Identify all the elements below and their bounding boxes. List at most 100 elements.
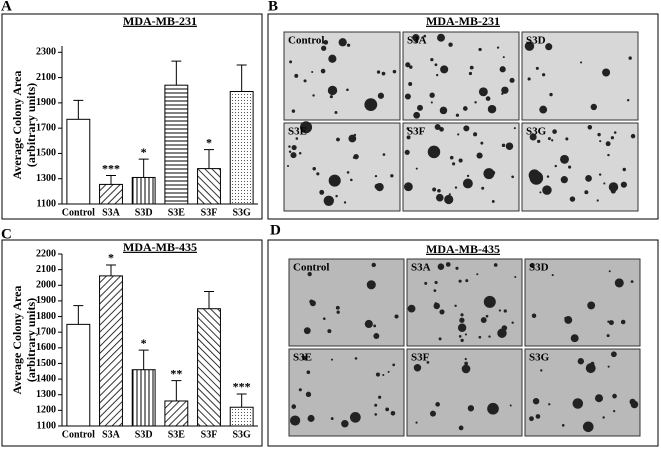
colony	[439, 309, 445, 315]
y-axis-label: Average Colony Area	[10, 286, 24, 395]
colony	[458, 425, 464, 431]
y-axis-label: (arbitrary units)	[24, 83, 38, 167]
y-tick-label: 2100	[36, 72, 56, 83]
colony	[542, 73, 546, 77]
colony	[405, 62, 411, 68]
colony	[354, 357, 358, 360]
colony	[364, 98, 378, 112]
colony	[481, 186, 485, 190]
colony	[435, 402, 440, 407]
colony	[620, 181, 627, 188]
colony	[306, 370, 311, 375]
colony	[436, 73, 439, 77]
colony	[564, 316, 573, 324]
colony	[474, 101, 477, 104]
colony	[323, 40, 329, 45]
micrograph	[521, 31, 639, 121]
colony	[551, 139, 554, 142]
panel-letter: D	[270, 222, 281, 238]
panel-frame	[1, 239, 263, 447]
colony	[341, 419, 349, 428]
colony	[628, 56, 632, 60]
image-label: S3G	[529, 352, 550, 364]
colony	[460, 313, 464, 317]
colony	[423, 34, 427, 38]
colony	[295, 137, 299, 140]
colony	[390, 410, 396, 416]
colony	[298, 388, 302, 392]
colony	[467, 405, 475, 412]
image-title: MDA-MB-435	[426, 242, 500, 256]
bar	[131, 369, 156, 427]
colony	[458, 158, 463, 163]
colony	[527, 77, 531, 81]
bar	[197, 168, 221, 205]
colony	[309, 299, 314, 304]
panel-letter: A	[1, 0, 12, 14]
error-bar	[138, 349, 149, 370]
colony	[289, 60, 293, 64]
colony	[483, 295, 496, 308]
colony	[287, 164, 290, 167]
colony	[350, 178, 353, 182]
colony	[290, 152, 297, 159]
bar	[66, 118, 91, 205]
colony	[353, 153, 359, 160]
colony	[330, 358, 334, 361]
colony	[392, 363, 396, 367]
colony	[437, 33, 445, 42]
significance: *	[141, 336, 147, 350]
y-tick-label: 1300	[36, 389, 56, 400]
y-tick-label: 1100	[37, 420, 56, 431]
colony	[570, 334, 579, 343]
colony	[444, 194, 454, 205]
colony	[322, 317, 326, 320]
colony	[465, 279, 469, 283]
y-tick-label: 1500	[36, 148, 56, 159]
colony	[455, 266, 459, 270]
colony	[461, 364, 471, 374]
colony	[434, 280, 438, 285]
y-tick-label: 1600	[36, 342, 56, 353]
error-bar	[138, 158, 149, 178]
colony	[375, 182, 384, 192]
panel-letter: B	[268, 0, 278, 14]
colony	[469, 65, 474, 70]
bar	[66, 323, 91, 427]
colony	[452, 162, 456, 166]
colony	[346, 171, 350, 174]
colony	[547, 137, 551, 141]
colony	[464, 357, 467, 361]
y-tick-label: 2300	[36, 47, 56, 58]
colony	[488, 335, 491, 338]
colony	[413, 111, 421, 119]
colony	[381, 71, 386, 76]
colony	[303, 327, 311, 335]
error-bar	[73, 305, 84, 325]
colony	[433, 302, 440, 310]
colony	[596, 199, 599, 202]
colony	[478, 47, 482, 52]
error-bar	[171, 60, 182, 86]
colony	[487, 104, 497, 114]
colony	[458, 279, 462, 283]
colony	[585, 174, 592, 182]
colony	[321, 45, 327, 51]
colony	[382, 374, 385, 377]
colony	[529, 171, 544, 185]
error-bar	[204, 291, 214, 309]
colony	[535, 66, 539, 70]
colony	[487, 402, 499, 415]
colony	[414, 40, 418, 43]
micrograph	[521, 122, 639, 212]
colony	[476, 273, 479, 276]
significance: **	[170, 366, 182, 380]
colony	[569, 196, 576, 202]
colony	[460, 338, 464, 343]
bar	[164, 400, 189, 427]
colony	[501, 143, 506, 148]
colony	[584, 190, 589, 195]
colony	[394, 314, 399, 319]
error-bar	[236, 64, 247, 92]
